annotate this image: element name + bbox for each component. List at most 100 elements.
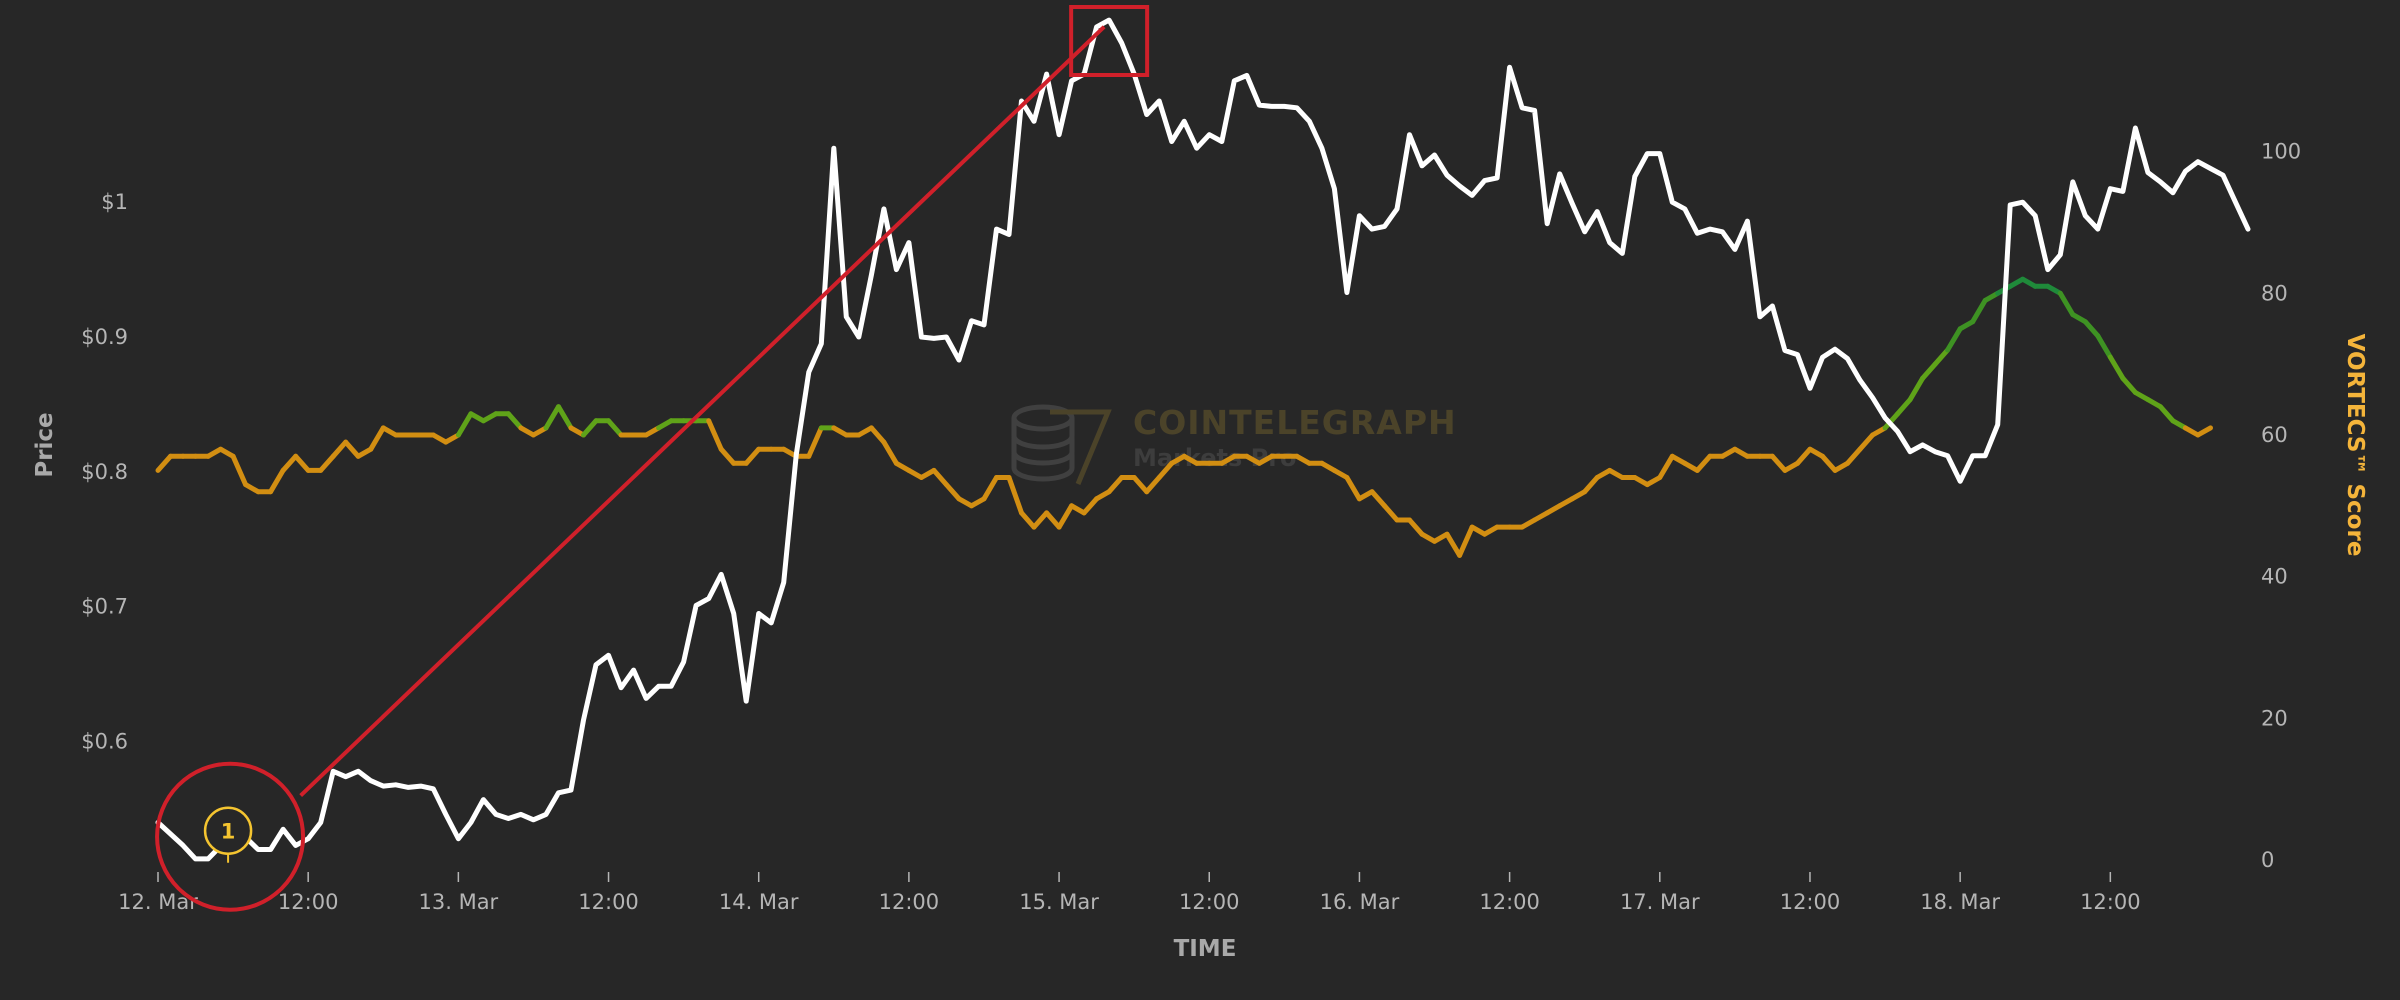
y-axis-right-ticks: 0 20 40 60 80 100 — [2261, 140, 2301, 872]
watermark-title: COINTELEGRAPH — [1133, 403, 1457, 442]
score-segment — [943, 482, 962, 502]
x-tick-label: 12:00 — [1179, 890, 1240, 914]
x-tick-label: 16. Mar — [1320, 890, 1400, 914]
score-segment — [1970, 297, 1988, 325]
score-segment — [1895, 397, 1913, 417]
score-segment — [981, 475, 999, 502]
score-segment — [1144, 475, 1162, 495]
score-segment — [343, 439, 361, 459]
score-segment — [2195, 425, 2213, 438]
score-segment — [1444, 531, 1463, 558]
score-segment — [1845, 446, 1863, 466]
watermark-logo-icon — [1011, 404, 1112, 485]
score-segment — [2120, 375, 2138, 395]
score-segment — [1820, 453, 1838, 473]
x-tick-label: 12:00 — [278, 890, 339, 914]
x-tick-label: 12:00 — [1780, 890, 1841, 914]
x-tick-label: 13. Mar — [419, 890, 499, 914]
score-segment — [2095, 333, 2113, 360]
y-right-tick-label: 20 — [2261, 706, 2288, 730]
y-right-tick-label: 40 — [2261, 565, 2288, 589]
x-tick-label: 14. Mar — [719, 890, 799, 914]
y-left-tick-label: $0.6 — [81, 730, 128, 754]
y-axis-right-title: VORTECS™ Score — [2342, 334, 2368, 557]
score-segment — [268, 467, 286, 495]
score-segment — [706, 418, 724, 452]
score-segment — [2157, 404, 2176, 424]
y-axis-left-ticks: $0.6 $0.7 $0.8 $0.9 $1 — [81, 190, 128, 753]
y-right-tick-label: 100 — [2261, 140, 2301, 164]
y-left-tick-label: $0.7 — [81, 595, 128, 619]
score-segment — [1945, 326, 1963, 353]
annotation-circle — [155, 761, 306, 912]
score-segment — [1795, 446, 1813, 466]
score-segment — [280, 453, 299, 473]
x-axis-title: TIME — [1174, 936, 1237, 962]
score-segment — [1156, 460, 1175, 480]
score-segment — [1081, 496, 1100, 516]
score-segment — [2082, 319, 2101, 339]
x-tick-label: 12:00 — [578, 890, 639, 914]
score-segment — [368, 425, 386, 452]
x-tick-label: 17. Mar — [1620, 890, 1700, 914]
score-segment — [1857, 432, 1876, 452]
score-segment — [293, 453, 311, 473]
score-segment — [318, 453, 336, 473]
marker-1-label: 1 — [221, 820, 236, 844]
x-tick-label: 15. Mar — [1019, 890, 1099, 914]
score-segment — [806, 425, 824, 459]
annotations: 1 — [155, 5, 1150, 912]
score-segment — [1382, 503, 1400, 523]
score-segment — [1031, 510, 1050, 530]
score-segment — [1006, 475, 1024, 516]
x-tick-label: 12:00 — [879, 890, 940, 914]
score-segment — [505, 411, 524, 431]
score-segment — [743, 446, 762, 466]
score-segment — [606, 418, 624, 438]
score-series — [155, 276, 2213, 558]
score-segment — [1582, 475, 1600, 495]
y-left-tick-label: $1 — [101, 190, 128, 214]
x-tick-label: 18. Mar — [1920, 890, 2000, 914]
x-tick-label: 12:00 — [2080, 890, 2141, 914]
score-segment — [1019, 510, 1037, 530]
score-segment — [868, 425, 887, 445]
score-segment — [1694, 453, 1713, 473]
score-segment — [1769, 453, 1788, 473]
score-segment — [581, 418, 599, 438]
score-segment — [155, 453, 173, 473]
y-right-tick-label: 80 — [2261, 281, 2288, 305]
score-segment — [1657, 453, 1675, 480]
score-segment — [1369, 489, 1387, 509]
score-segment — [330, 439, 349, 459]
annotation-arrow-line — [299, 25, 1106, 797]
score-segment — [455, 411, 474, 438]
y-left-tick-label: $0.8 — [81, 460, 128, 484]
score-segment — [2107, 354, 2126, 381]
y-right-tick-label: 60 — [2261, 423, 2288, 447]
score-segment — [1407, 517, 1425, 537]
price-series-line — [155, 17, 2251, 862]
score-segment — [1457, 524, 1475, 558]
score-segment — [931, 467, 949, 488]
score-segment — [881, 439, 899, 466]
score-segment — [1882, 411, 1901, 431]
score-segment — [1344, 475, 1362, 502]
score-segment — [718, 446, 737, 466]
annotation-highlight-box — [1069, 5, 1150, 77]
score-segment — [2057, 290, 2076, 318]
y-left-tick-label: $0.9 — [81, 325, 128, 349]
score-segment — [543, 404, 561, 431]
score-segment — [556, 404, 574, 431]
score-segment — [1106, 475, 1125, 495]
score-segment — [1932, 347, 1951, 367]
score-segment — [1131, 475, 1150, 495]
y-axis-left-title: Price — [32, 412, 58, 477]
score-segment — [1920, 361, 1938, 381]
score-segment — [1907, 375, 1926, 403]
score-segment — [1056, 503, 1075, 530]
x-tick-label: 12:00 — [1479, 890, 1540, 914]
score-segment — [230, 453, 249, 488]
x-axis-ticks: 12. Mar 12:00 13. Mar 12:00 14. Mar 12:00 15. … — [118, 872, 2141, 914]
